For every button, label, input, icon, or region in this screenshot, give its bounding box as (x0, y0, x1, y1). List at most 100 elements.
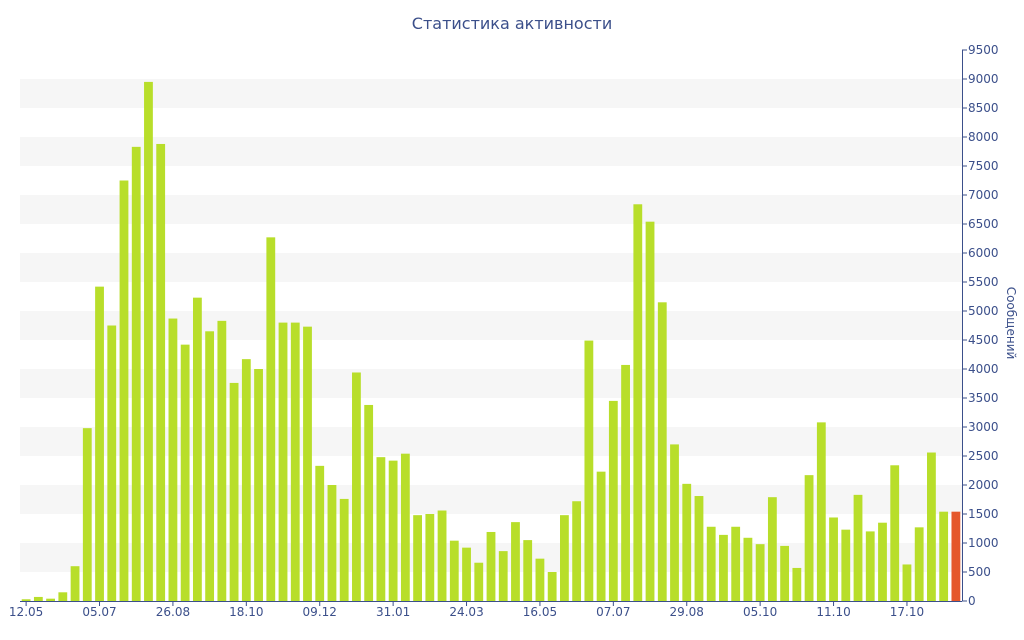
bar[interactable] (792, 567, 802, 601)
bar[interactable] (682, 483, 692, 601)
bar[interactable] (767, 497, 777, 601)
bar[interactable] (180, 344, 190, 601)
bar[interactable] (865, 531, 875, 601)
bar[interactable] (498, 551, 508, 601)
bar[interactable] (657, 302, 667, 601)
bar[interactable] (462, 547, 471, 601)
bar[interactable] (902, 564, 912, 601)
bar[interactable] (743, 537, 753, 601)
bar[interactable] (523, 540, 533, 601)
bar[interactable] (486, 531, 496, 601)
bar[interactable] (82, 428, 92, 601)
bar[interactable] (119, 180, 129, 602)
bar[interactable] (645, 221, 655, 601)
bar[interactable] (168, 318, 178, 601)
y-tick-label: 0 (968, 594, 976, 608)
bar[interactable] (21, 599, 31, 601)
grid-band (20, 253, 962, 282)
bar[interactable] (780, 545, 790, 601)
bar[interactable] (437, 510, 447, 601)
chart-title: Статистика активности (411, 14, 613, 33)
bar[interactable] (816, 422, 826, 601)
y-tick-labels: 0 500 1000 1500 2000 2500 3000 3500 4000 4500 5000… (968, 43, 999, 608)
bar[interactable] (95, 286, 104, 601)
bar[interactable] (584, 340, 594, 601)
bar[interactable] (290, 322, 300, 601)
bar[interactable] (449, 540, 459, 601)
bar[interactable] (694, 496, 704, 601)
x-tick-label: 11.10 (816, 605, 850, 619)
bar[interactable] (914, 527, 924, 601)
bar[interactable] (352, 372, 361, 601)
bar[interactable] (804, 475, 814, 601)
bar[interactable] (731, 526, 741, 601)
bar[interactable] (608, 400, 618, 601)
x-tick-label: 26.08 (156, 605, 190, 619)
bar[interactable] (572, 501, 582, 601)
bar[interactable] (841, 529, 851, 601)
y-tick-label: 7500 (968, 159, 999, 173)
bar[interactable] (33, 596, 43, 601)
x-tick-label: 17.10 (890, 605, 924, 619)
bar[interactable] (878, 522, 887, 601)
bar[interactable] (107, 325, 117, 602)
bar[interactable] (400, 453, 410, 601)
bar[interactable] (229, 382, 239, 601)
y-tick-label: 1000 (968, 536, 999, 550)
grid-band (20, 79, 962, 108)
bar[interactable] (413, 515, 422, 601)
bar[interactable] (547, 572, 557, 601)
bar[interactable] (303, 326, 312, 601)
bar[interactable] (266, 237, 276, 601)
bar[interactable] (927, 452, 936, 601)
x-tick-label: 05.07 (82, 605, 116, 619)
bar[interactable] (327, 485, 337, 601)
bar[interactable] (254, 369, 263, 601)
y-tick-label: 7000 (968, 188, 999, 202)
bar[interactable] (217, 320, 227, 601)
bar[interactable] (144, 81, 153, 601)
bar[interactable] (890, 465, 900, 601)
y-tick-label: 8500 (968, 101, 999, 115)
bar[interactable] (278, 322, 288, 601)
bar[interactable] (364, 404, 374, 601)
bar[interactable] (241, 359, 251, 601)
bar[interactable] (670, 444, 679, 601)
x-tick-label: 31.01 (376, 605, 410, 619)
y-tick-label: 6500 (968, 217, 999, 231)
bar[interactable] (535, 558, 545, 601)
bar[interactable] (633, 204, 643, 601)
bar[interactable] (192, 297, 202, 601)
bar[interactable] (339, 498, 349, 601)
bar[interactable] (511, 522, 520, 601)
bar[interactable] (719, 534, 728, 601)
y-tick-label: 4500 (968, 333, 999, 347)
bar[interactable] (621, 364, 630, 601)
bar[interactable] (853, 494, 863, 601)
bar[interactable] (58, 592, 68, 601)
bar[interactable] (131, 146, 141, 602)
bar[interactable] (388, 460, 398, 601)
y-tick-label: 1500 (968, 507, 999, 521)
bar[interactable] (315, 465, 325, 601)
bar[interactable] (706, 526, 716, 601)
bar[interactable] (939, 511, 949, 601)
grid-band (20, 137, 962, 166)
bar[interactable] (755, 544, 765, 601)
x-tick-label: 09.12 (303, 605, 337, 619)
grid-band (20, 195, 962, 224)
bar[interactable] (156, 143, 166, 601)
bar[interactable] (425, 514, 435, 601)
bar[interactable] (46, 598, 55, 601)
y-axis-title: Сообщений (1004, 287, 1018, 360)
bar[interactable] (205, 331, 215, 601)
bar-current[interactable] (951, 511, 961, 601)
bar[interactable] (829, 517, 838, 601)
y-tick-label: 3500 (968, 391, 999, 405)
bar[interactable] (474, 562, 484, 601)
bar[interactable] (560, 515, 569, 601)
bar[interactable] (596, 471, 606, 601)
bar[interactable] (376, 457, 386, 601)
bar[interactable] (70, 566, 80, 601)
x-tick-labels: 12.05 05.07 26.08 18.10 09.12 31.01 24.03 16.05… (9, 605, 924, 619)
